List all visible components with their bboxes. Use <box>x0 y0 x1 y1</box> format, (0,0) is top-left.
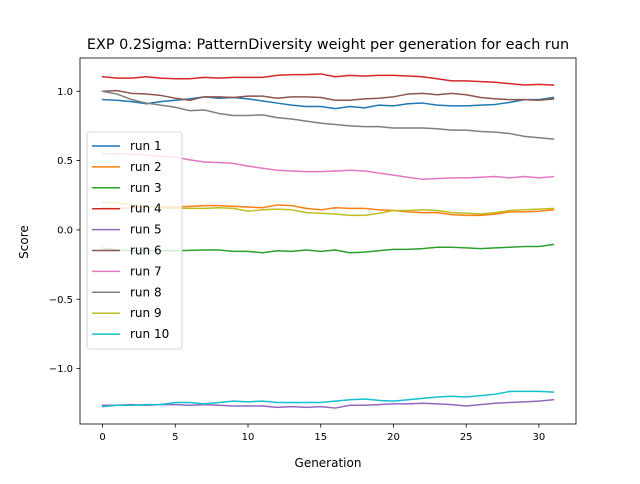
series-line-run-6 <box>101 89 555 102</box>
legend-label-run-9: run 9 <box>130 306 162 320</box>
y-axis-label: Score <box>17 225 31 259</box>
y-tick-label: 0.0 <box>57 226 73 237</box>
y-axis-ticks: −1.0 −0.5 0.0 0.5 1.0 <box>49 87 80 375</box>
series-line-run-8 <box>101 90 555 140</box>
x-tick-label: 30 <box>533 432 546 443</box>
legend-label-run-4: run 4 <box>130 202 162 216</box>
y-tick-label: −0.5 <box>49 295 73 306</box>
x-axis-ticks: 0 5 10 15 20 25 30 <box>99 424 545 443</box>
x-tick-label: 10 <box>242 432 255 443</box>
x-axis-label: Generation <box>295 456 362 470</box>
x-tick-label: 5 <box>172 432 178 443</box>
x-tick-label: 15 <box>314 432 327 443</box>
chart-title: EXP 0.2Sigma: PatternDiversity weight pe… <box>87 37 569 53</box>
series-line-run-10 <box>101 390 555 408</box>
series-line-run-5 <box>101 398 555 409</box>
x-tick-label: 0 <box>99 432 105 443</box>
legend-box <box>86 131 183 350</box>
legend-label-run-5: run 5 <box>130 223 162 237</box>
legend-label-run-1: run 1 <box>130 139 162 153</box>
series-line-run-4 <box>101 73 555 86</box>
legend-label-run-2: run 2 <box>130 160 162 174</box>
legend-label-run-3: run 3 <box>130 181 162 195</box>
legend-label-run-6: run 6 <box>130 244 162 258</box>
x-tick-label: 25 <box>460 432 473 443</box>
y-tick-label: −1.0 <box>49 364 73 375</box>
legend: run 1 run 2 run 3 run 4 run 5 run 6 run 7 run 8… <box>86 131 183 350</box>
plot-area-frame <box>79 57 577 425</box>
y-tick-label: 1.0 <box>57 87 73 98</box>
series-line-run-1 <box>101 96 555 110</box>
legend-label-run-8: run 8 <box>130 285 162 299</box>
x-tick-label: 20 <box>387 432 400 443</box>
legend-label-run-10: run 10 <box>130 327 169 341</box>
y-tick-label: 0.5 <box>57 156 73 167</box>
legend-label-run-7: run 7 <box>130 264 162 278</box>
